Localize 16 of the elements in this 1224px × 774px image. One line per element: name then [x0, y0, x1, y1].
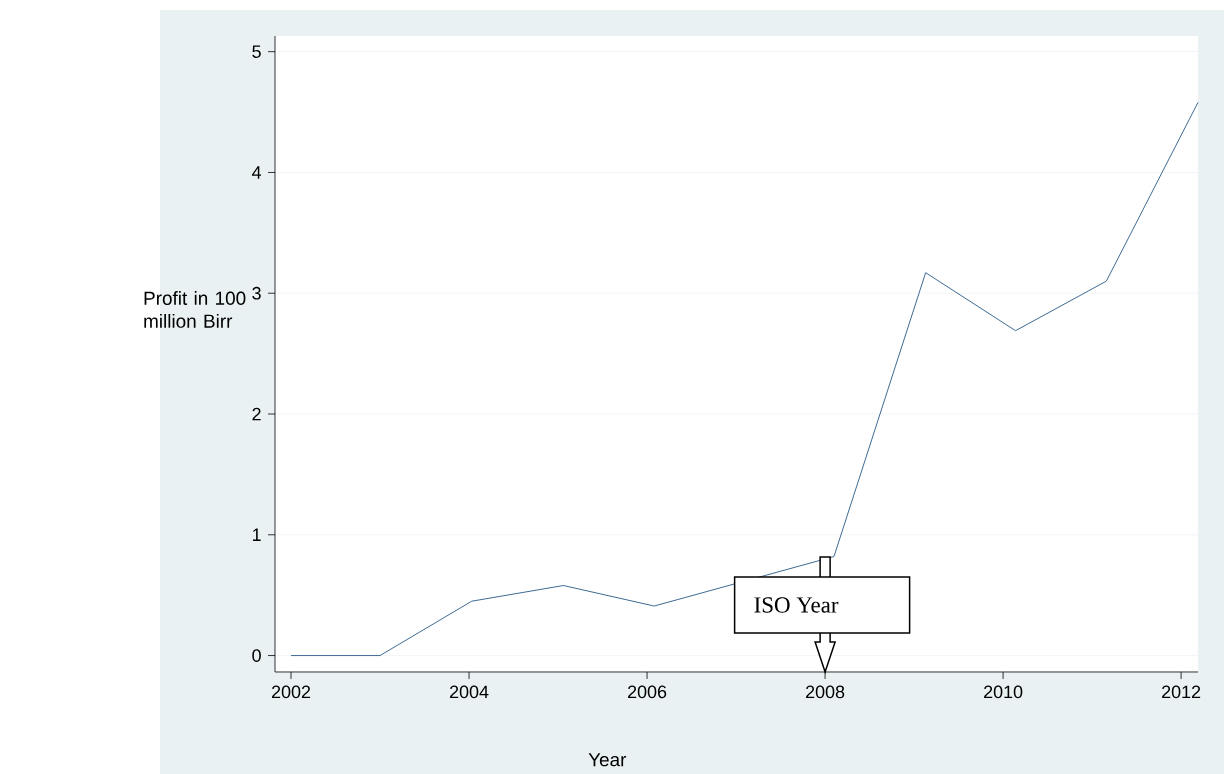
x-tick-label: 2006: [628, 685, 667, 699]
line-series: [290, 101, 1199, 657]
y-tick-label: 2: [252, 407, 261, 421]
annotation: ISO Year: [754, 597, 839, 613]
x-tick-label: 2012: [1162, 685, 1201, 699]
x-tick-label: 2002: [271, 685, 311, 699]
x-tick-label: 2010: [984, 685, 1023, 699]
y-axis-title: Profit in 100 million Birr: [144, 291, 246, 328]
y-tick-label: 3: [252, 286, 261, 300]
x-axis-title: Year: [588, 753, 627, 767]
y-tick-label: 4: [252, 166, 262, 179]
x-tick-label: 2008: [806, 685, 845, 699]
y-tick-label: 0: [252, 649, 261, 662]
y-tick-label: 5: [252, 45, 261, 58]
y-tick-label: 1: [252, 528, 261, 541]
x-tick-label: 2004: [450, 685, 489, 699]
